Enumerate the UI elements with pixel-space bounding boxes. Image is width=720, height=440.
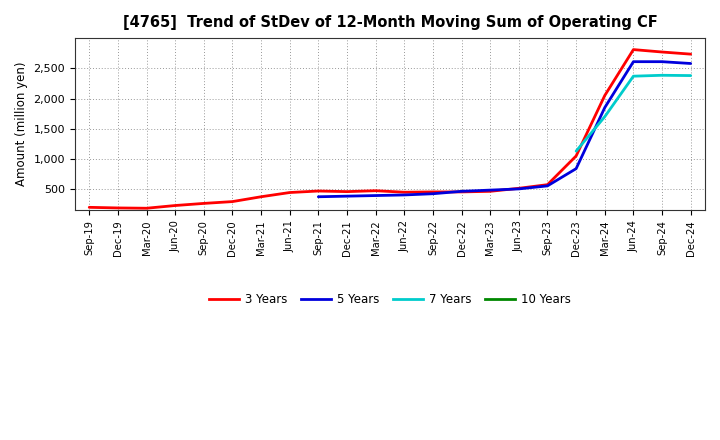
- 5 Years: [543, 183, 552, 188]
- 5 Years: [400, 192, 408, 198]
- 5 Years: [572, 166, 580, 171]
- 5 Years: [600, 105, 609, 110]
- 3 Years: [85, 205, 94, 210]
- 5 Years: [457, 189, 466, 194]
- 7 Years: [629, 73, 638, 79]
- 3 Years: [600, 93, 609, 98]
- Line: 3 Years: 3 Years: [89, 50, 690, 208]
- 3 Years: [572, 153, 580, 158]
- 3 Years: [428, 189, 437, 194]
- 3 Years: [400, 190, 408, 195]
- 3 Years: [686, 51, 695, 57]
- 3 Years: [486, 189, 495, 194]
- 3 Years: [171, 203, 179, 208]
- 5 Years: [657, 59, 666, 64]
- 3 Years: [657, 49, 666, 55]
- 5 Years: [343, 194, 351, 199]
- 3 Years: [543, 182, 552, 187]
- 5 Years: [372, 193, 380, 198]
- 3 Years: [257, 194, 266, 199]
- 5 Years: [629, 59, 638, 64]
- Title: [4765]  Trend of StDev of 12-Month Moving Sum of Operating CF: [4765] Trend of StDev of 12-Month Moving…: [122, 15, 657, 30]
- 5 Years: [515, 186, 523, 191]
- 5 Years: [686, 61, 695, 66]
- 7 Years: [657, 73, 666, 78]
- 3 Years: [372, 188, 380, 193]
- 3 Years: [343, 189, 351, 194]
- 3 Years: [142, 205, 150, 211]
- 5 Years: [486, 187, 495, 193]
- Y-axis label: Amount (million yen): Amount (million yen): [15, 62, 28, 187]
- 3 Years: [199, 201, 208, 206]
- 7 Years: [572, 148, 580, 154]
- 3 Years: [515, 186, 523, 191]
- Line: 5 Years: 5 Years: [318, 62, 690, 197]
- Line: 7 Years: 7 Years: [576, 75, 690, 151]
- 7 Years: [600, 114, 609, 119]
- 3 Years: [114, 205, 122, 211]
- Legend: 3 Years, 5 Years, 7 Years, 10 Years: 3 Years, 5 Years, 7 Years, 10 Years: [204, 289, 575, 311]
- 3 Years: [457, 189, 466, 194]
- 7 Years: [686, 73, 695, 78]
- 5 Years: [314, 194, 323, 199]
- 3 Years: [228, 199, 237, 204]
- 5 Years: [428, 191, 437, 196]
- 3 Years: [314, 188, 323, 194]
- 3 Years: [629, 47, 638, 52]
- 3 Years: [285, 190, 294, 195]
